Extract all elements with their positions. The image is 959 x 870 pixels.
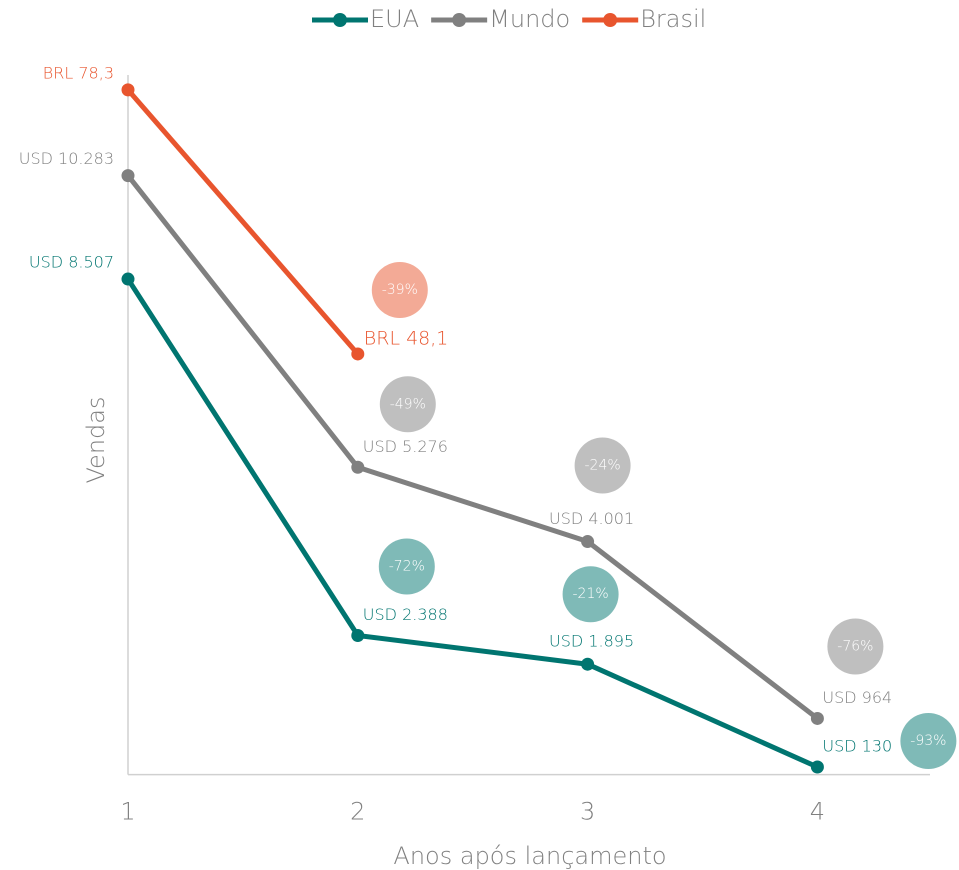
- change-bubble: [900, 713, 957, 770]
- data-point: [121, 83, 135, 97]
- data-point: [121, 272, 135, 286]
- x-tick-label: 1: [120, 798, 135, 826]
- change-label: -21%: [573, 586, 609, 602]
- legend-label: EUA: [370, 5, 419, 33]
- data-label: USD 130: [822, 737, 892, 756]
- data-label: USD 964: [822, 688, 892, 707]
- data-point: [810, 711, 824, 725]
- x-tick-label: 2: [350, 798, 365, 826]
- change-bubble: [371, 261, 428, 318]
- data-point: [581, 535, 595, 549]
- change-label: -72%: [389, 558, 425, 574]
- change-label: -24%: [585, 458, 621, 474]
- data-point: [581, 657, 595, 671]
- data-label: BRL 48,1: [364, 327, 449, 349]
- data-label: USD 2.388: [363, 605, 448, 624]
- change-bubble: [378, 538, 435, 595]
- legend-label: Brasil: [640, 5, 706, 33]
- data-point: [351, 628, 365, 642]
- x-axis-label: Anos após lançamento: [393, 842, 666, 870]
- x-tick-label: 4: [810, 798, 825, 826]
- series-line: [126, 174, 819, 721]
- legend-dot: [603, 13, 618, 27]
- x-tick-label: 3: [580, 798, 595, 826]
- legend-dot: [333, 13, 347, 27]
- data-label: USD 5.276: [363, 437, 448, 456]
- change-label: -76%: [837, 638, 873, 654]
- data-label: USD 8.507: [29, 253, 114, 272]
- change-bubble: [827, 618, 884, 675]
- data-point: [351, 347, 365, 361]
- series-line: [125, 277, 819, 770]
- data-label: BRL 78,3: [43, 63, 114, 82]
- change-bubble: [379, 376, 436, 433]
- change-bubble: [562, 566, 619, 623]
- change-label: -49%: [390, 396, 426, 412]
- change-label: -39%: [382, 282, 418, 298]
- change-bubble: [574, 437, 631, 494]
- legend-label: Mundo: [489, 5, 570, 33]
- data-point: [351, 460, 365, 474]
- data-point: [121, 169, 135, 183]
- change-label: -93%: [910, 733, 946, 749]
- series-line: [126, 88, 360, 356]
- data-label: USD 10.283: [19, 149, 114, 168]
- data-label: USD 4.001: [549, 509, 634, 528]
- data-label: USD 1.895: [549, 632, 634, 651]
- y-axis-label: Vendas: [82, 397, 110, 484]
- legend-dot: [452, 13, 467, 27]
- data-point: [810, 760, 824, 774]
